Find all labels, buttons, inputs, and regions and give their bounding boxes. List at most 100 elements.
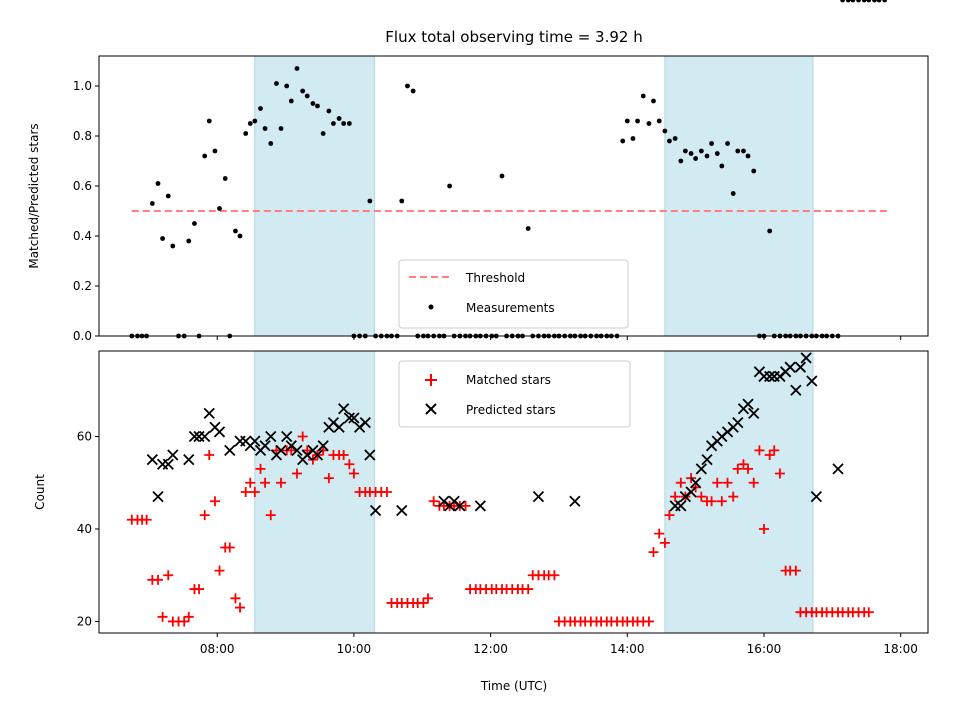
predicted-stars-point <box>369 504 382 517</box>
measurement-point <box>714 151 720 156</box>
predicted-stars-point <box>784 361 796 373</box>
measurement-point <box>274 81 279 86</box>
predicted-stars-point <box>234 435 246 447</box>
y-tick-label: 0.0 <box>73 329 92 343</box>
predicted-stars-point <box>364 449 376 461</box>
predicted-stars-point <box>343 412 355 424</box>
matched-stars-point <box>748 477 759 488</box>
y-tick-label: 0.4 <box>73 229 92 243</box>
bottom-y-axis-label: Count <box>33 474 47 510</box>
predicted-stars-point <box>199 430 211 443</box>
measurement-point <box>725 141 730 146</box>
predicted-stars-point <box>152 490 164 503</box>
measurement-point <box>304 93 310 99</box>
legend-matched-swatch <box>425 374 437 386</box>
matched-stars-point <box>712 477 723 488</box>
matched-stars-point <box>648 547 659 558</box>
matched-stars-point <box>297 431 308 442</box>
matched-stars-point <box>863 607 874 618</box>
matched-stars-point <box>214 565 225 576</box>
predicted-stars-point <box>188 430 201 443</box>
matched-stars-point <box>769 445 780 456</box>
measurement-point <box>640 93 646 99</box>
measurement-point <box>206 118 212 124</box>
matched-stars-point <box>418 597 429 608</box>
predicted-stars-point <box>359 417 371 429</box>
matched-stars-point <box>643 616 654 627</box>
predicted-stars-point <box>794 361 807 373</box>
measurement-point <box>247 121 253 126</box>
top-panel: 0.0 0.2 0.4 0.6 0.8 1.0 Matched/Predicted sta… <box>27 0 929 343</box>
legend-measurements-label: Measurements <box>466 301 555 315</box>
measurement-point <box>682 148 688 154</box>
measurement-point <box>252 118 258 124</box>
measurement-point <box>326 108 332 114</box>
matched-stars-point <box>381 487 392 497</box>
matched-stars-point <box>422 593 433 604</box>
predicted-stars-point <box>291 444 303 457</box>
matched-stars-point <box>728 491 739 502</box>
x-axis-label: Time (UTC) <box>480 679 547 693</box>
matched-stars-point <box>255 463 266 474</box>
bottom-data-layer <box>127 353 874 627</box>
predicted-stars-point <box>764 370 776 383</box>
matched-stars-point <box>743 463 754 474</box>
matched-stars-point <box>523 584 534 595</box>
bottom-plot-frame <box>98 350 929 634</box>
measurement-point <box>268 141 274 146</box>
measurement-point <box>882 0 888 3</box>
matched-stars-point <box>774 468 785 479</box>
measurement-point <box>704 153 710 159</box>
predicted-stars-point <box>213 426 226 438</box>
bottom-legend-box <box>398 360 631 428</box>
legend-predicted-label: Predicted stars <box>466 403 556 417</box>
measurement-point <box>751 168 757 174</box>
measurement-point <box>315 103 320 109</box>
measurement-point <box>336 116 342 121</box>
shaded-interval <box>664 55 814 337</box>
y-tick-label: 60 <box>77 430 92 444</box>
measurement-point <box>856 0 861 3</box>
predicted-stars-point <box>311 449 324 461</box>
measurement-point <box>284 83 290 89</box>
matched-stars-point <box>157 611 168 622</box>
measurement-point <box>217 206 222 211</box>
measurement-point <box>243 131 249 136</box>
y-tick-label: 1.0 <box>73 79 92 93</box>
matched-stars-point <box>249 487 260 497</box>
matched-stars-point <box>764 450 775 461</box>
matched-stars-point <box>291 468 302 479</box>
matched-stars-point <box>338 450 349 461</box>
predicted-stars-point <box>167 449 179 461</box>
measurement-point <box>745 153 751 159</box>
measurement-point <box>186 238 192 244</box>
legend-matched-label: Matched stars <box>466 373 551 387</box>
bottom-legend: Matched stars Predicted stars <box>398 360 631 428</box>
x-tick-label: 16:00 <box>747 642 782 656</box>
measurement-point <box>237 233 243 239</box>
legend-predicted-swatch <box>425 403 437 415</box>
bottom-axes: 08:00 10:00 12:00 14:00 16:00 18:00 20 40 60 <box>77 430 918 656</box>
measurement-point <box>300 88 306 94</box>
measurement-point <box>233 228 238 234</box>
matched-stars-point <box>318 445 329 456</box>
measurement-point <box>331 121 336 126</box>
chart-title: Flux total observing time = 3.92 h <box>385 28 642 46</box>
matched-stars-point <box>209 496 220 507</box>
predicted-stars-point <box>224 444 236 457</box>
measurement-point <box>367 198 373 204</box>
measurement-point <box>635 118 640 124</box>
measurement-point <box>447 183 452 189</box>
measurement-point <box>845 0 851 3</box>
measurement-point <box>719 163 725 169</box>
x-tick-label: 10:00 <box>337 642 372 656</box>
predicted-stars-point <box>532 490 545 503</box>
measurement-point <box>656 118 662 124</box>
top-legend: Threshold Measurements <box>398 259 629 329</box>
shaded-interval <box>254 55 375 337</box>
predicted-stars-point <box>675 500 687 512</box>
matched-stars-point <box>790 565 801 576</box>
shaded-interval <box>664 350 814 634</box>
matched-stars-point <box>302 445 313 456</box>
